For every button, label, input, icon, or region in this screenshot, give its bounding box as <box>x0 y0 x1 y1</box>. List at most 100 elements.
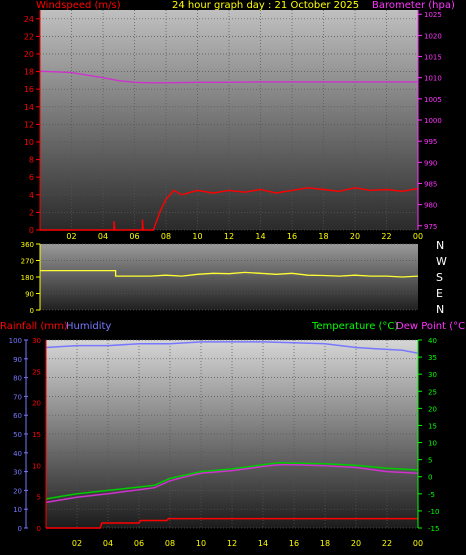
x-tick-label: 16 <box>289 539 299 548</box>
y-tick-label: 16 <box>24 85 34 94</box>
x-tick-label: 16 <box>287 232 297 241</box>
rainfall-tick-label: 10 <box>32 462 41 470</box>
temp-tick-label: 40 <box>428 337 437 345</box>
humidity-tick-label: 30 <box>13 469 22 477</box>
humidity-tick-label: 90 <box>13 356 22 364</box>
x-tick-label: 22 <box>382 539 392 548</box>
barometer-line <box>39 70 418 84</box>
temp-tick-label: 20 <box>428 405 437 413</box>
humidity-tick-label: 80 <box>13 375 22 383</box>
x-tick-label: 08 <box>165 539 175 548</box>
dewpoint-axis-title: Dew Point (°C) <box>396 321 466 332</box>
y2-tick-label: 990 <box>424 159 437 167</box>
rainfall-tick-label: 15 <box>32 431 41 439</box>
y2-tick-label: 975 <box>424 223 437 231</box>
temp-tick-label: 5 <box>428 457 432 465</box>
chart-title: 24 hour graph day : 21 October 2025 <box>172 0 360 11</box>
compass-letter: W <box>436 255 447 268</box>
rainfall-tick-label: 5 <box>37 494 41 502</box>
humidity-tick-label: 70 <box>13 393 22 401</box>
temperature-axis-title: Temperature (°C) <box>312 321 399 332</box>
y-tick-label: 0 <box>30 307 34 315</box>
compass-letter: N <box>436 303 445 316</box>
x-tick-label: 10 <box>192 232 202 241</box>
barometer-axis-title: Barometer (hpa) <box>372 0 455 11</box>
x-tick-label: 22 <box>381 232 391 241</box>
compass-letter: S <box>436 271 443 284</box>
humidity-axis-title: Humidity <box>66 321 112 332</box>
y-tick-label: 270 <box>21 258 34 266</box>
windspeed-line <box>40 187 419 231</box>
y-tick-label: 18 <box>24 68 34 77</box>
humidity-tick-label: 50 <box>13 431 22 439</box>
x-tick-label: 02 <box>72 539 82 548</box>
x-tick-label: 12 <box>227 539 237 548</box>
x-tick-label: 20 <box>350 232 360 241</box>
y2-tick-label: 1020 <box>424 32 442 40</box>
y-tick-label: 2 <box>29 208 34 217</box>
x-tick-label: 10 <box>196 539 206 548</box>
y-tick-label: 22 <box>24 32 34 41</box>
x-tick-label: 14 <box>258 539 268 548</box>
rainfall-tick-label: 0 <box>37 525 41 533</box>
y2-tick-label: 985 <box>424 180 437 188</box>
rainfall-tick-label: 25 <box>32 368 41 376</box>
y2-tick-label: 1015 <box>424 54 442 62</box>
humidity-tick-label: 40 <box>13 450 22 458</box>
temp-tick-label: -15 <box>428 525 439 533</box>
x-tick-label: 12 <box>224 232 234 241</box>
humidity-tick-label: 10 <box>13 506 22 514</box>
y-tick-label: 90 <box>25 291 34 299</box>
temp-tick-label: -5 <box>428 491 435 499</box>
y-tick-label: 20 <box>24 50 34 59</box>
windspeed-axis-title: Windspeed (m/s) <box>36 0 121 11</box>
y-tick-label: 14 <box>24 103 34 112</box>
humidity-tick-label: 60 <box>13 412 22 420</box>
x-tick-label: 18 <box>318 232 328 241</box>
x-tick-label: 20 <box>351 539 361 548</box>
temp-tick-label: 0 <box>428 474 432 482</box>
rainfall-line <box>46 517 418 529</box>
y2-tick-label: 995 <box>424 138 437 146</box>
temp-tick-label: 35 <box>428 354 437 362</box>
humidity-tick-label: 100 <box>9 337 22 345</box>
humidity-tick-label: 0 <box>18 525 22 533</box>
y2-tick-label: 1000 <box>424 117 442 125</box>
y-tick-label: 8 <box>29 156 34 165</box>
compass-letter: E <box>436 287 443 300</box>
y-tick-label: 4 <box>29 191 34 200</box>
wind-direction-line <box>40 269 419 278</box>
y2-tick-label: 1010 <box>424 75 442 83</box>
x-tick-label: 04 <box>98 232 108 241</box>
y2-tick-label: 1025 <box>424 11 442 19</box>
humidity-line <box>45 341 419 354</box>
x-tick-label: 02 <box>66 232 76 241</box>
compass-letter: N <box>436 239 445 252</box>
x-tick-label: 08 <box>161 232 171 241</box>
y-tick-label: 12 <box>24 120 34 129</box>
y-tick-label: 0 <box>29 226 34 235</box>
y-tick-label: 10 <box>24 138 34 147</box>
x-tick-label: 18 <box>320 539 330 548</box>
x-tick-label: 14 <box>255 232 265 241</box>
x-tick-label: 00 <box>413 539 423 548</box>
dewpoint-line <box>45 464 419 504</box>
y2-tick-label: 1005 <box>424 96 442 104</box>
rainfall-tick-label: 30 <box>32 337 41 345</box>
y-tick-label: 24 <box>24 15 34 24</box>
temp-tick-label: -10 <box>428 508 439 516</box>
temp-tick-label: 25 <box>428 388 437 396</box>
y-tick-label: 360 <box>21 241 34 249</box>
temp-tick-label: 30 <box>428 371 437 379</box>
rainfall-axis-title: Rainfall (mm) <box>0 321 68 332</box>
temp-tick-label: 10 <box>428 440 437 448</box>
x-tick-label: 04 <box>103 539 113 548</box>
temperature-line <box>45 461 419 500</box>
x-tick-label: 06 <box>134 539 144 548</box>
y2-tick-label: 980 <box>424 202 437 210</box>
y-tick-label: 6 <box>29 173 34 182</box>
x-tick-label: 06 <box>129 232 139 241</box>
rainfall-tick-label: 20 <box>32 400 41 408</box>
temp-tick-label: 15 <box>428 422 437 430</box>
